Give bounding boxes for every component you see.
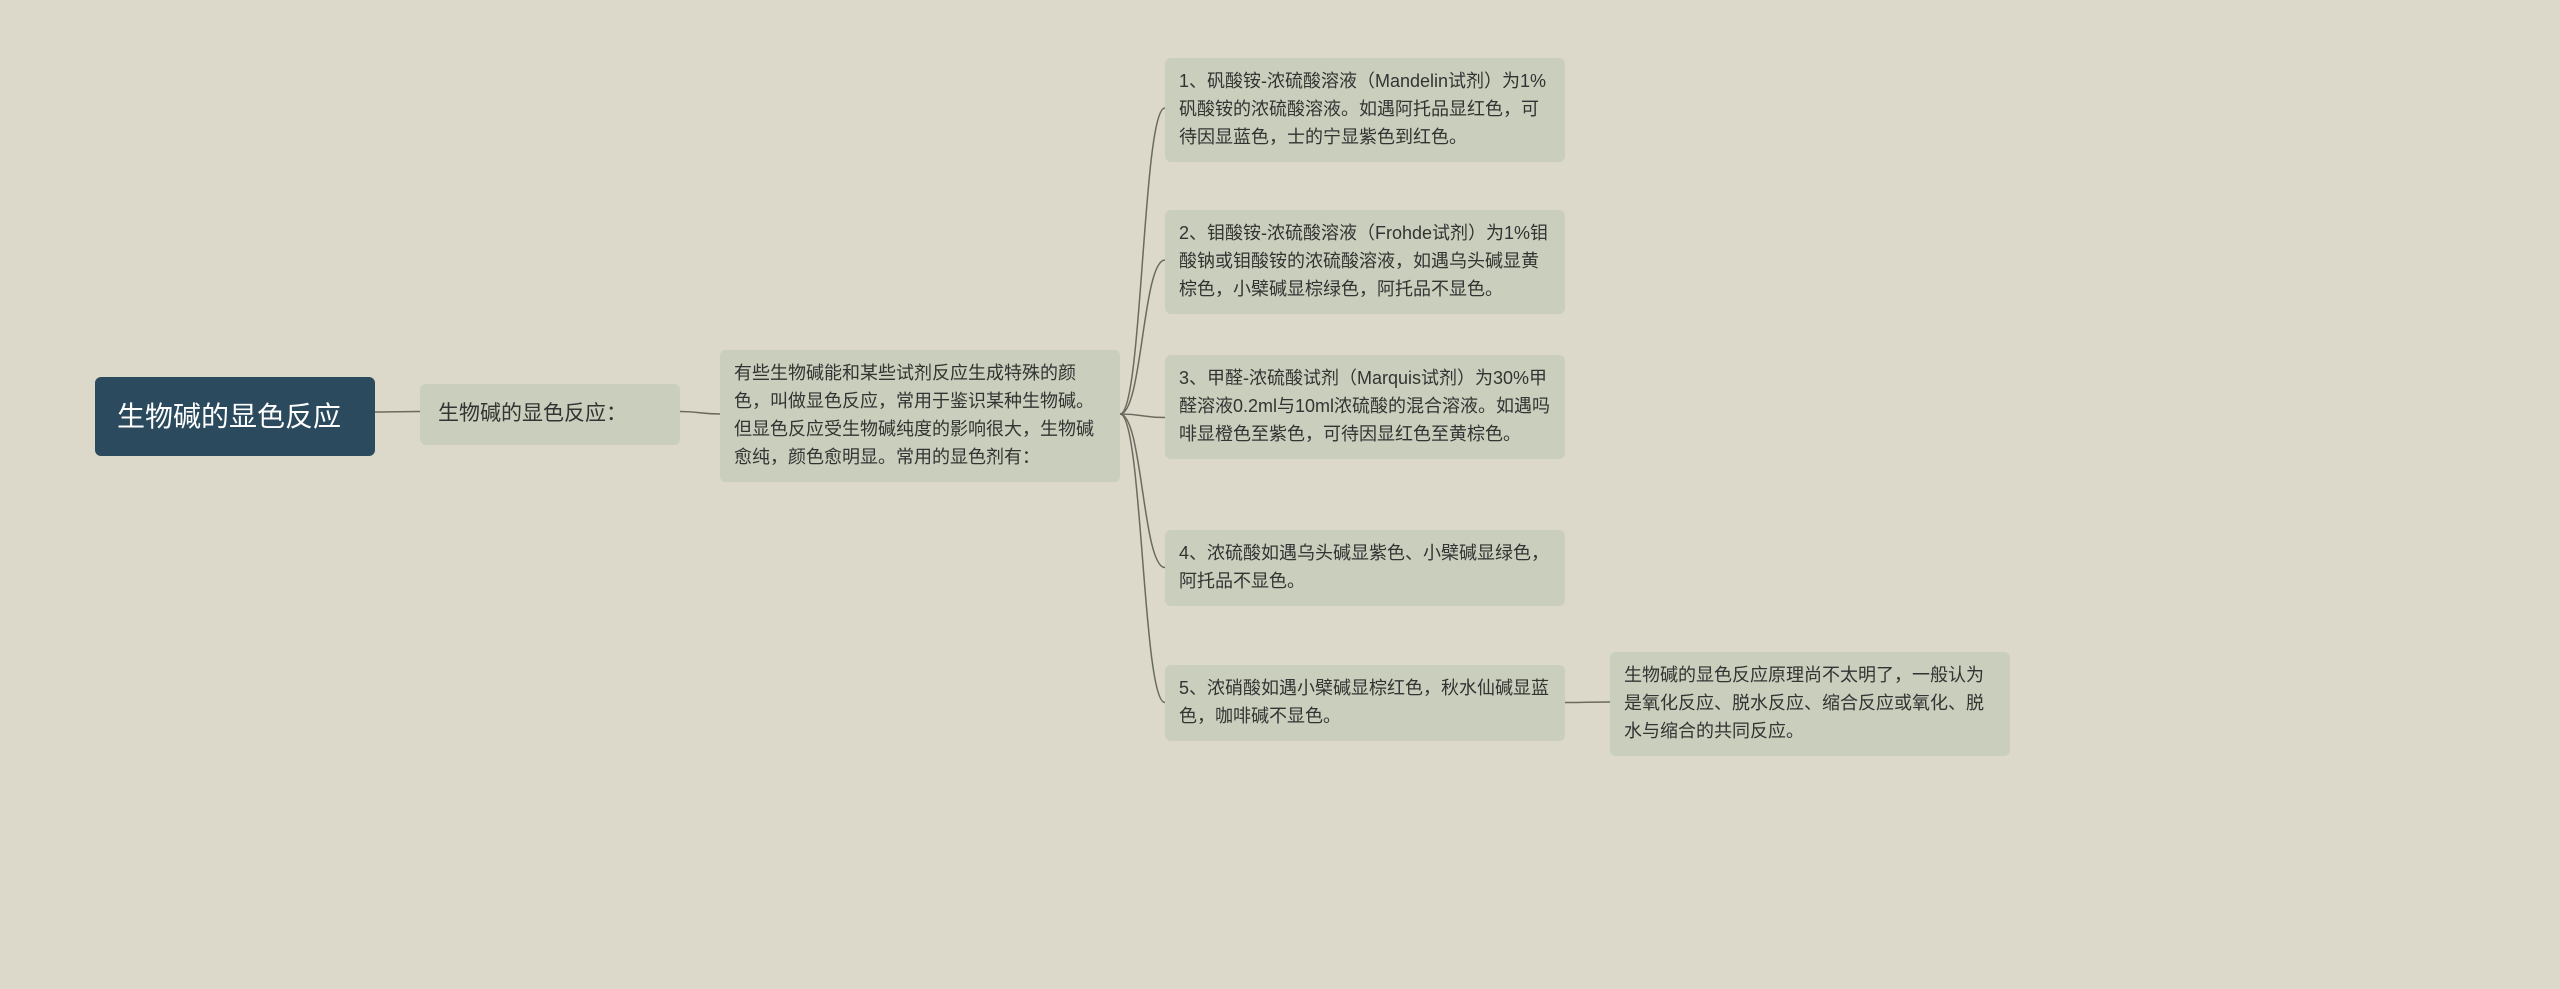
level1-node: 生物碱的显色反应： [420, 384, 680, 445]
reagent-1-node: 1、矾酸铵-浓硫酸溶液（Mandelin试剂）为1%矾酸铵的浓硫酸溶液。如遇阿托… [1165, 58, 1565, 162]
reagent-3-node: 3、甲醛-浓硫酸试剂（Marquis试剂）为30%甲醛溶液0.2ml与10ml浓… [1165, 355, 1565, 459]
reagent-4-node: 4、浓硫酸如遇乌头碱显紫色、小檗碱显绿色，阿托品不显色。 [1165, 530, 1565, 606]
reagent-5-node: 5、浓硝酸如遇小檗碱显棕红色，秋水仙碱显蓝色，咖啡碱不显色。 [1165, 665, 1565, 741]
level2-node: 有些生物碱能和某些试剂反应生成特殊的颜色，叫做显色反应，常用于鉴识某种生物碱。但… [720, 350, 1120, 482]
principle-node: 生物碱的显色反应原理尚不太明了，一般认为是氧化反应、脱水反应、缩合反应或氧化、脱… [1610, 652, 2010, 756]
root-node: 生物碱的显色反应 [95, 377, 375, 456]
reagent-2-node: 2、钼酸铵-浓硫酸溶液（Frohde试剂）为1%钼酸钠或钼酸铵的浓硫酸溶液，如遇… [1165, 210, 1565, 314]
